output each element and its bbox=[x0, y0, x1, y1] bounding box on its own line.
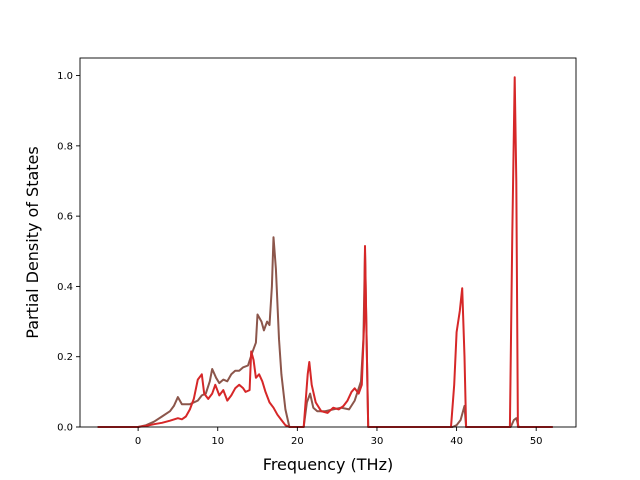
y-tick-label-5: 1.0 bbox=[57, 71, 73, 82]
y-axis-label: Partial Density of States bbox=[23, 146, 42, 338]
axes-frame bbox=[79, 57, 577, 428]
y-tick-label-1: 0.2 bbox=[57, 352, 73, 363]
series-line-2 bbox=[97, 76, 554, 428]
y-axis: 0.0 0.2 0.4 0.6 0.8 1.0 bbox=[57, 71, 80, 434]
y-tick-label-3: 0.6 bbox=[57, 212, 73, 223]
series-line-1 bbox=[97, 236, 554, 428]
x-tick-label-1: 10 bbox=[211, 436, 224, 447]
x-tick-label-0: 0 bbox=[135, 436, 141, 447]
x-tick-label-3: 30 bbox=[371, 436, 384, 447]
plot-area bbox=[97, 76, 554, 428]
x-axis: 0 10 20 30 40 50 bbox=[135, 427, 543, 447]
y-tick-label-2: 0.4 bbox=[57, 282, 73, 293]
x-tick-label-2: 20 bbox=[291, 436, 304, 447]
x-axis-label: Frequency (THz) bbox=[263, 455, 393, 474]
x-tick-label-4: 40 bbox=[450, 436, 463, 447]
y-tick-label-0: 0.0 bbox=[57, 423, 73, 434]
x-tick-label-5: 50 bbox=[530, 436, 543, 447]
y-tick-label-4: 0.8 bbox=[57, 141, 73, 152]
